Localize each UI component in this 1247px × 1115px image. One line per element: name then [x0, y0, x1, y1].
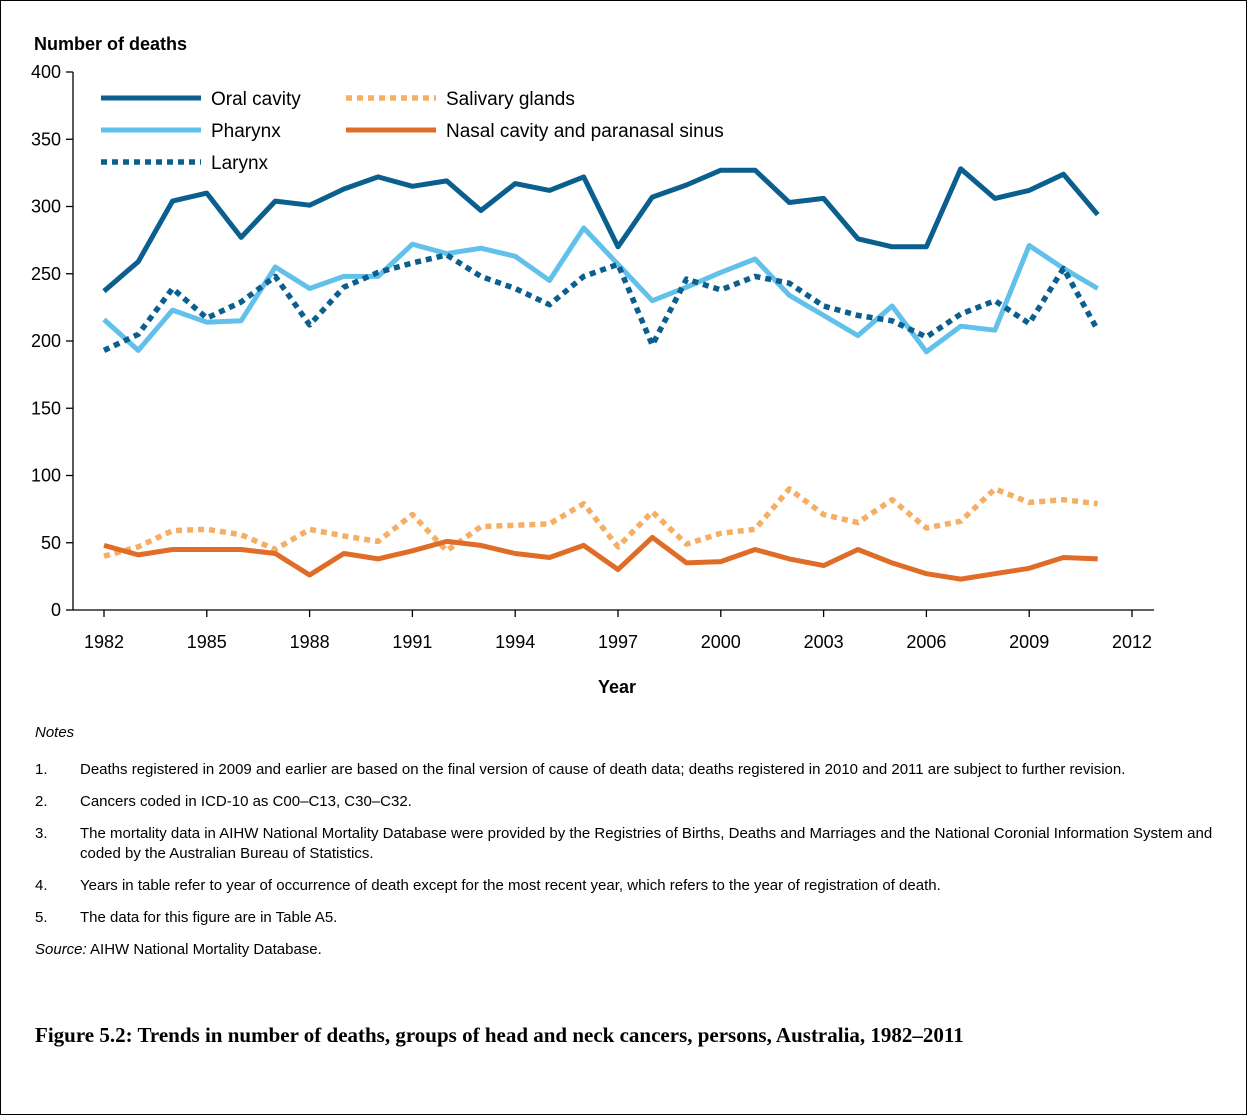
note-item: 5. The data for this figure are in Table…	[35, 908, 1225, 928]
note-text: Deaths registered in 2009 and earlier ar…	[80, 761, 1126, 778]
y-tick-label: 100	[31, 466, 61, 486]
series-line-1	[102, 225, 1099, 355]
x-tick-label: 2009	[1009, 632, 1049, 652]
legend-label: Pharynx	[211, 121, 281, 142]
x-tick-label: 1991	[392, 632, 432, 652]
note-text: The data for this figure are in Table A5…	[80, 909, 338, 926]
y-tick-label: 400	[31, 62, 61, 82]
notes-heading: Notes	[35, 724, 75, 741]
note-item: 4. Years in table refer to year of occur…	[35, 876, 1225, 896]
x-tick-label: 1982	[84, 632, 124, 652]
legend-label: Larynx	[211, 153, 269, 174]
figure-caption: Figure 5.2: Trends in number of deaths, …	[35, 1023, 964, 1047]
y-axis-title: Number of deaths	[34, 34, 187, 54]
x-tick-label: 2000	[701, 632, 741, 652]
note-number: 5.	[35, 909, 48, 926]
y-tick-label: 250	[31, 264, 61, 284]
series-line-2	[102, 252, 1101, 353]
legend-label: Salivary glands	[446, 89, 575, 110]
series-line-4	[103, 534, 1098, 582]
note-number: 4.	[35, 877, 48, 894]
y-tick-label: 0	[51, 600, 61, 620]
note-number: 2.	[35, 793, 48, 810]
x-tick-label: 2006	[906, 632, 946, 652]
series-line-0	[102, 166, 1100, 294]
x-tick-label: 2012	[1112, 632, 1152, 652]
notes-section: Notes 1. Deaths registered in 2009 and e…	[35, 723, 1225, 960]
x-tick-label: 2003	[804, 632, 844, 652]
note-item: 1. Deaths registered in 2009 and earlier…	[35, 760, 1225, 780]
y-tick-label: 50	[41, 533, 61, 553]
legend-label: Nasal cavity and paranasal sinus	[446, 121, 724, 142]
y-tick-label: 150	[31, 398, 61, 418]
note-text: Cancers coded in ICD-10 as C00–C13, C30–…	[80, 793, 412, 810]
note-item: 2. Cancers coded in ICD-10 as C00–C13, C…	[35, 792, 1225, 812]
note-number: 3.	[35, 825, 48, 842]
x-axis-title: Year	[598, 677, 636, 697]
series-line-3	[103, 486, 1099, 559]
x-tick-label: 1985	[187, 632, 227, 652]
source-line: Source: AIHW National Mortality Database…	[35, 940, 1225, 960]
source-text: AIHW National Mortality Database.	[86, 941, 322, 958]
line-chart: 0 50 100 150 200 250 300 350 400 1982 1985 1988 1991…	[31, 34, 1154, 697]
x-tick-label: 1994	[495, 632, 535, 652]
note-text: The mortality data in AIHW National Mort…	[80, 825, 1213, 862]
legend-label: Oral cavity	[211, 89, 301, 110]
source-label: Source:	[35, 941, 87, 958]
x-tick-label: 1997	[598, 632, 638, 652]
note-item: 3. The mortality data in AIHW National M…	[35, 824, 1225, 864]
note-number: 1.	[35, 761, 48, 778]
y-tick-label: 200	[31, 331, 61, 351]
y-tick-label: 350	[31, 129, 61, 149]
y-tick-label: 300	[31, 197, 61, 217]
note-text: Years in table refer to year of occurren…	[80, 877, 941, 894]
x-tick-label: 1988	[290, 632, 330, 652]
